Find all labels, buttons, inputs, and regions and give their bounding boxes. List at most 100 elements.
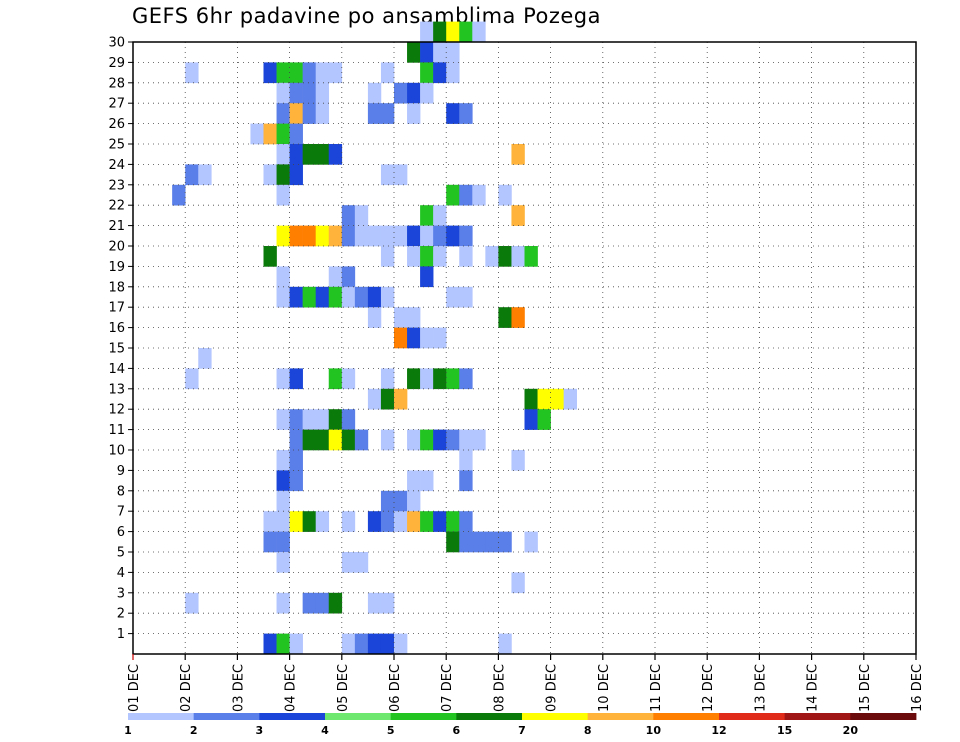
heatmap-cell [420,470,434,492]
heatmap-cell [276,531,290,553]
y-tick-label: 27 [108,97,125,112]
heatmap-cell [367,103,382,124]
heatmap-cell [328,266,343,288]
heatmap-cell [511,572,525,594]
y-tick-label: 14 [108,362,125,377]
heatmap-cell [289,144,303,165]
heatmap-cell [289,450,303,471]
heatmap-cell [276,62,290,84]
legend-label: 3 [256,724,264,737]
heatmap-cell [524,388,538,410]
heatmap-cell [407,470,421,492]
x-tick-label: 10 DEC [597,664,612,712]
heatmap-cell [446,511,460,532]
heatmap-cell [367,286,382,308]
heatmap-cell [420,42,434,63]
heatmap-cell [315,144,330,165]
heatmap-cell [394,82,408,104]
heatmap-cell [276,470,290,492]
heatmap-cell [472,531,486,553]
heatmap-cell [263,531,277,553]
heatmap-cell [459,184,473,206]
heatmap-cell [511,246,525,267]
heatmap-cell [302,225,316,247]
y-tick-label: 12 [108,403,125,418]
heatmap-cell [341,205,356,226]
heatmap-cell [433,429,447,451]
heatmap-cell [354,429,369,451]
heatmap-cell [459,21,473,43]
y-tick-label: 18 [108,280,125,295]
heatmap-cell [250,123,264,145]
x-tick-label: 07 DEC [440,664,455,712]
heatmap-cell [459,429,473,451]
heatmap-cell [394,388,408,410]
heatmap-cell [354,225,369,247]
heatmap-cell [302,62,316,84]
legend-label: 5 [387,724,395,737]
heatmap-cell [263,246,277,267]
heatmap-cell [302,286,316,308]
heatmap-cell [315,286,330,308]
heatmap-cell [407,368,421,390]
x-tick-label: 02 DEC [179,664,194,712]
y-tick-label: 8 [117,484,125,499]
heatmap-cell [185,592,199,614]
legend-label: 1 [124,724,132,737]
y-tick-label: 2 [117,607,125,622]
heatmap-cell [420,266,434,288]
heatmap-cell [315,103,330,124]
y-tick-label: 28 [108,76,125,91]
heatmap-cell [433,205,447,226]
heatmap-cell [315,409,330,430]
x-tick-label: 12 DEC [701,664,716,712]
heatmap-cell [433,62,447,84]
heatmap-cell [459,450,473,471]
heatmap-cell [498,307,512,328]
heatmap-cell [341,633,356,655]
heatmap-cell [289,82,303,104]
y-tick-label: 17 [108,301,125,316]
heatmap-cell [380,246,395,267]
x-tick-label: 06 DEC [388,664,403,712]
heatmap-cell [498,531,512,553]
heatmap-cell [407,327,421,349]
y-tick-label: 25 [108,138,125,153]
y-tick-label: 29 [108,56,125,71]
legend-swatch [850,713,917,720]
heatmap-cell [420,368,434,390]
heatmap-cell [263,62,277,84]
x-tick-label: 04 DEC [284,664,299,712]
heatmap-cell [367,307,382,328]
heatmap-cell [407,82,421,104]
heatmap-cell [198,348,212,369]
heatmap-cell [380,633,395,655]
heatmap-cell [289,368,303,390]
heatmap-cell [341,552,356,573]
heatmap-cell [276,409,290,430]
heatmap-cell [380,368,395,390]
heatmap-cell [380,225,395,247]
heatmap-cell [341,368,356,390]
heatmap-cell [420,327,434,349]
heatmap-cell [407,511,421,532]
y-tick-label: 7 [117,505,125,520]
heatmap-cell [172,184,186,206]
heatmap-cell [328,144,343,165]
legend-swatch [128,713,195,720]
heatmap-cell [380,388,395,410]
x-tick-label: 15 DEC [858,664,873,712]
heatmap-cell [433,327,447,349]
heatmap-cell [420,82,434,104]
heatmap-cell [380,429,395,451]
heatmap-cell [315,592,330,614]
x-tick-label: 01 DEC [127,664,142,712]
heatmap-cell [185,62,199,84]
heatmap-cell [498,246,512,267]
heatmap-cell [472,429,486,451]
heatmap-cell [407,429,421,451]
heatmap-cell [446,225,460,247]
y-tick-label: 23 [108,178,125,193]
heatmap-cell [302,103,316,124]
heatmap-cell [276,511,290,532]
